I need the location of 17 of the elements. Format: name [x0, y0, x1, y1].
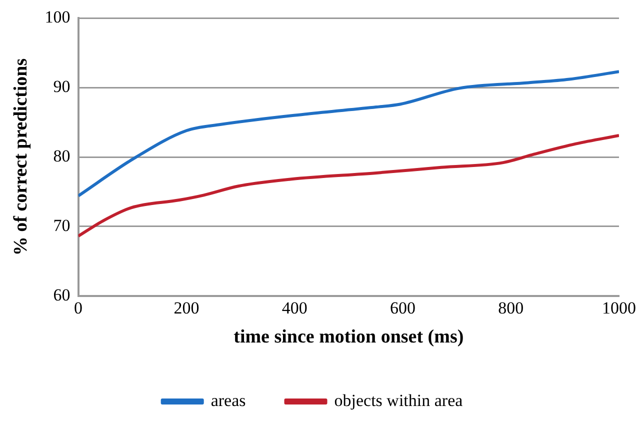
y-tick-label: 70	[53, 216, 70, 235]
x-tick-label: 0	[74, 298, 83, 318]
y-tick-label: 90	[53, 77, 70, 96]
x-tick-label: 600	[390, 298, 416, 318]
x-tick-label: 400	[282, 298, 308, 318]
x-tick-label: 1000	[602, 298, 636, 318]
legend-label: areas	[210, 390, 246, 410]
y-axis-title: % of correct predictions	[10, 58, 32, 256]
legend-label: objects within area	[334, 390, 464, 410]
line-series	[78, 70, 619, 198]
x-tick-label: 200	[174, 298, 200, 318]
x-axis-title: time since motion onset (ms)	[234, 326, 464, 348]
y-tick-label: 80	[53, 146, 70, 166]
x-tick-label: 800	[498, 298, 524, 318]
y-tick-label: 60	[53, 285, 70, 304]
line-series	[78, 134, 619, 238]
y-tick-label: 100	[44, 8, 70, 27]
